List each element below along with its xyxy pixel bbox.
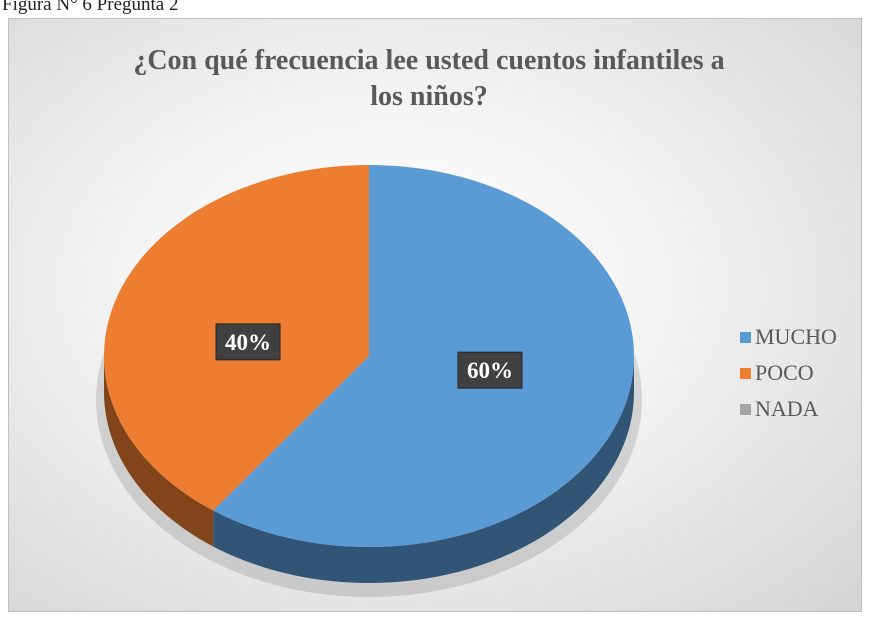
chart: 60% 40% MUCHO POCO NADA [96, 165, 837, 597]
chart-frame: ¿Con qué frecuencia lee usted cuentos in… [8, 18, 862, 612]
legend-swatch [740, 332, 751, 343]
caption: Figura N° 6 Pregunta 2 [2, 0, 179, 15]
legend-label: NADA [755, 396, 819, 421]
data-label: 60% [467, 358, 513, 383]
chart-title: ¿Con qué frecuencia lee usted cuentos in… [133, 45, 725, 112]
data-label: 40% [225, 330, 271, 355]
slice-side [213, 356, 634, 583]
slice-side [104, 356, 214, 547]
label-box [215, 323, 281, 361]
legend-swatch [740, 368, 751, 379]
legend-label: POCO [755, 360, 814, 385]
legend-label: MUCHO [755, 324, 837, 349]
legend-swatch [740, 404, 751, 415]
label-box [457, 351, 523, 389]
slice [213, 165, 634, 547]
